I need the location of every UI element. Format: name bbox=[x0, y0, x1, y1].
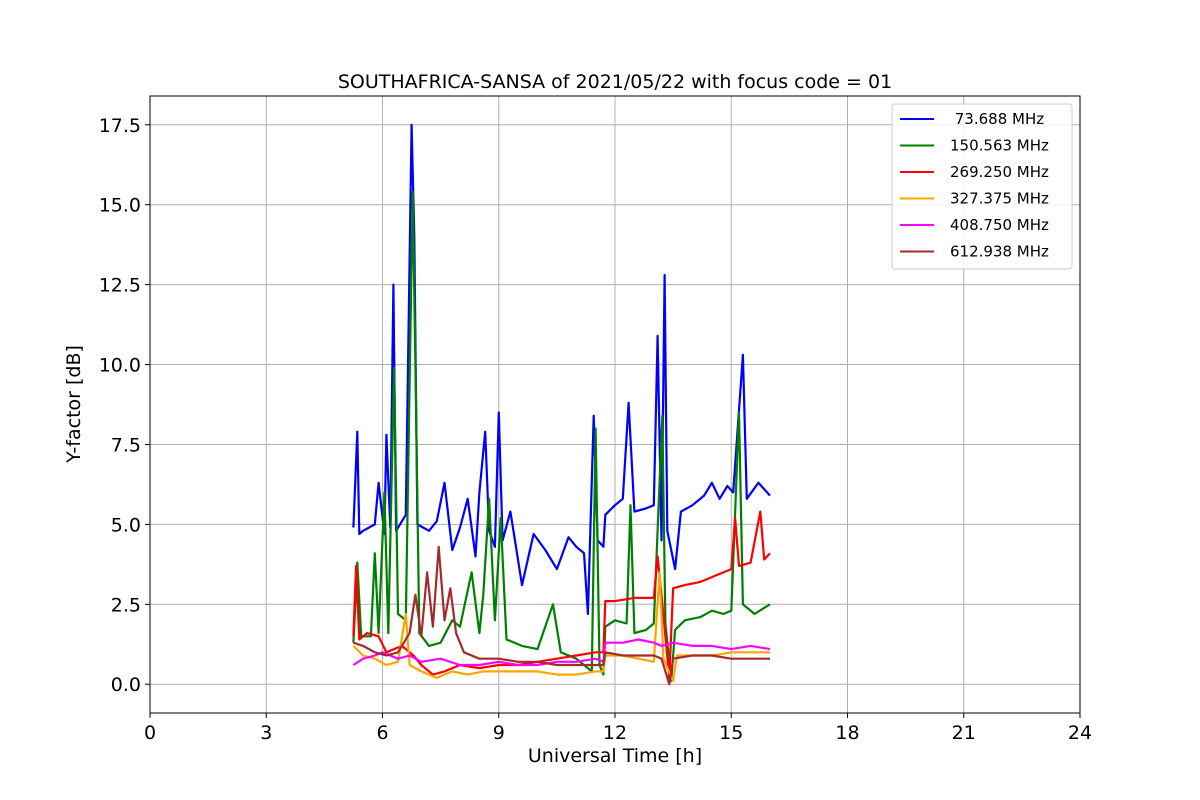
y-tick-label: 2.5 bbox=[111, 594, 141, 616]
x-tick-label: 3 bbox=[260, 722, 272, 744]
legend: 73.688 MHz 150.563 MHz 269.250 MHz 327.375 … bbox=[891, 103, 1073, 270]
legend-label: 269.250 MHz bbox=[950, 163, 1049, 181]
legend-label: 150.563 MHz bbox=[950, 137, 1049, 155]
axis-ticks: 0 3 6 9 12 15 18 21 24 0.0 2.5 5.0 7.5 10.0 12.5 15.0 17… bbox=[99, 115, 1092, 744]
y-tick-label: 5.0 bbox=[111, 514, 141, 536]
x-tick-label: 18 bbox=[835, 722, 859, 744]
series-lines bbox=[352, 123, 771, 686]
x-tick-label: 15 bbox=[719, 722, 743, 744]
series-line-5 bbox=[352, 638, 771, 667]
series-line-4 bbox=[352, 571, 770, 683]
legend-label: 408.750 MHz bbox=[950, 216, 1049, 234]
y-tick-label: 0.0 bbox=[111, 674, 141, 696]
legend-label: 612.938 MHz bbox=[950, 243, 1049, 261]
chart-title: SOUTHAFRICA-SANSA of 2021/05/22 with foc… bbox=[338, 71, 892, 93]
y-tick-label: 10.0 bbox=[99, 355, 141, 377]
x-tick-label: 0 bbox=[144, 722, 156, 744]
x-tick-label: 12 bbox=[603, 722, 627, 744]
x-tick-label: 6 bbox=[376, 722, 388, 744]
legend-label: 327.375 MHz bbox=[950, 190, 1049, 208]
x-axis-title: Universal Time [h] bbox=[528, 745, 702, 767]
y-tick-label: 15.0 bbox=[99, 195, 141, 217]
legend-label: 73.688 MHz bbox=[950, 110, 1044, 128]
series-line-3 bbox=[352, 510, 771, 679]
y-tick-label: 12.5 bbox=[99, 275, 141, 297]
x-tick-label: 21 bbox=[952, 722, 976, 744]
series-line-2 bbox=[352, 190, 771, 683]
y-tick-label: 7.5 bbox=[111, 434, 141, 456]
legend-box bbox=[891, 103, 1073, 270]
y-tick-label: 17.5 bbox=[99, 115, 141, 137]
series-line-6 bbox=[353, 545, 770, 686]
y-axis-title: Y-factor [dB] bbox=[63, 345, 85, 464]
x-tick-label: 9 bbox=[493, 722, 505, 744]
series-line-1 bbox=[352, 123, 771, 615]
x-tick-label: 24 bbox=[1068, 722, 1092, 744]
